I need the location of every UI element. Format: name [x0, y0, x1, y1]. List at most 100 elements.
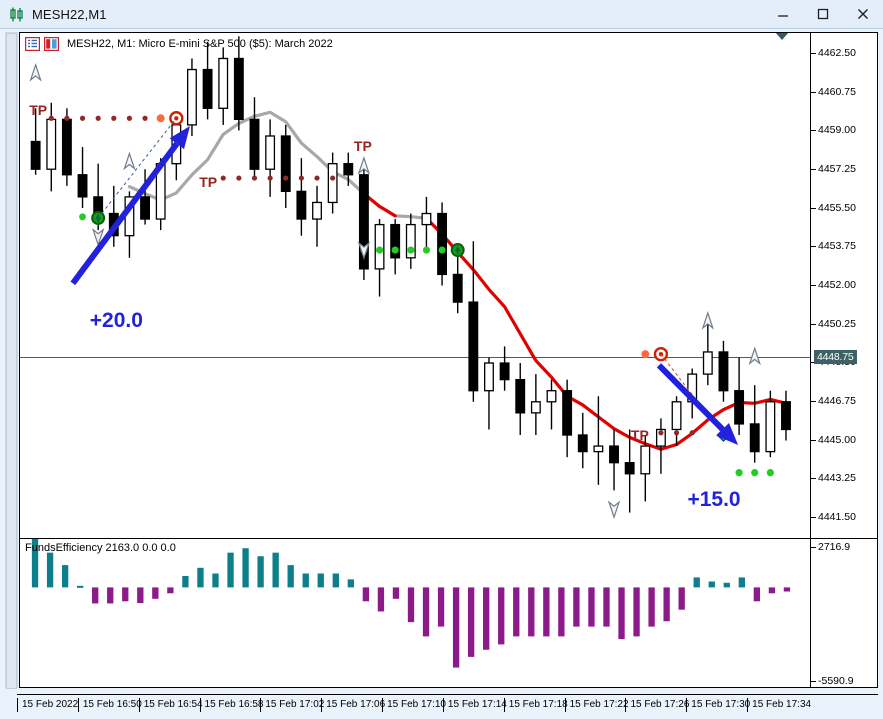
histogram-bar [648, 587, 654, 626]
minimize-button[interactable] [763, 0, 803, 28]
cursor-arrow-icon [124, 153, 134, 168]
histogram-bar [288, 565, 294, 587]
price-tick: 4445.00 [811, 434, 856, 446]
tp-level-dot [221, 175, 226, 180]
price-axis[interactable]: 4462.504460.754459.004457.254455.504453.… [810, 33, 877, 538]
time-tick: 15 Feb 17:26 [625, 698, 689, 712]
indicator-tick: 2716.9 [811, 541, 850, 553]
close-button[interactable] [843, 0, 883, 28]
histogram-bar [77, 586, 83, 588]
histogram-bar [303, 574, 309, 588]
trade-entry-marker[interactable] [452, 244, 464, 256]
candlestick [78, 147, 87, 208]
histogram-bar [47, 553, 53, 588]
candlestick [297, 158, 306, 236]
current-price-label: 4448.75 [814, 350, 857, 364]
histogram-bar [378, 587, 384, 611]
histogram-bar [257, 556, 263, 587]
price-tick: 4460.75 [811, 86, 856, 98]
histogram-bar [227, 553, 233, 588]
time-tick: 15 Feb 16:54 [139, 698, 203, 712]
tp-level-dot [330, 175, 335, 180]
indicator-axis: 2716.9 -5590.9 [810, 539, 877, 687]
candlestick [266, 119, 275, 197]
histogram-bar [318, 574, 324, 588]
price-plot[interactable]: TPTPTPTP+20.0+15.0 [20, 33, 811, 538]
histogram-bar [468, 587, 474, 656]
tp-label: TP [354, 138, 372, 154]
sl-level-dot [376, 246, 383, 253]
histogram-bar [483, 587, 489, 649]
time-tick: 15 Feb 2022 [17, 698, 78, 712]
histogram-bar [62, 565, 68, 587]
tp-label: TP [631, 427, 649, 443]
sl-level-dot [407, 246, 414, 253]
time-tick: 15 Feb 17:02 [260, 698, 324, 712]
candlestick [235, 36, 244, 130]
histogram-bar [784, 587, 790, 591]
histogram-bar [558, 587, 564, 636]
maximize-button[interactable] [803, 0, 843, 28]
price-tick: 4457.25 [811, 163, 856, 175]
histogram-bar [423, 587, 429, 636]
tp-label: TP [199, 174, 217, 190]
indicator-plot[interactable] [20, 539, 811, 687]
price-tick: 4462.50 [811, 47, 856, 59]
trade-exit-marker[interactable] [655, 348, 667, 360]
time-axis: 15 Feb 202215 Feb 16:5015 Feb 16:5415 Fe… [17, 694, 878, 717]
cursor-arrow-icon [750, 348, 760, 363]
histogram-bar [453, 587, 459, 667]
cursor-arrow-icon [609, 502, 619, 517]
vertical-scrollbar[interactable] [5, 32, 18, 688]
candlestick [250, 97, 259, 180]
candlestick [109, 186, 118, 247]
histogram-bar [363, 587, 369, 601]
tp-level-dot [80, 116, 85, 121]
histogram-bar [769, 587, 775, 593]
time-tick: 15 Feb 16:58 [200, 698, 264, 712]
tp-level-dot [299, 175, 304, 180]
candlestick [375, 219, 384, 297]
time-tick: 15 Feb 17:10 [382, 698, 446, 712]
histogram-bar [122, 587, 128, 601]
price-tick: 4455.50 [811, 202, 856, 214]
trade-profit-label: +20.0 [90, 309, 143, 333]
indicator-pane[interactable]: FundsEfficiency 2163.0 0.0 0.0 2716.9-55… [20, 539, 877, 687]
histogram-bar [528, 587, 534, 636]
histogram-bar [333, 574, 339, 588]
tp-level-dot [236, 175, 241, 180]
candlestick [594, 396, 603, 485]
candlestick [313, 186, 322, 247]
price-tick: 4453.75 [811, 240, 856, 252]
candlestick [735, 357, 744, 435]
price-pane[interactable]: MESH22, M1: Micro E-mini S&P 500 ($5): M… [20, 33, 877, 539]
histogram-bar [393, 587, 399, 598]
sl-level-dot [438, 246, 445, 253]
chart-panes: MESH22, M1: Micro E-mini S&P 500 ($5): M… [19, 32, 878, 688]
time-tick: 15 Feb 16:50 [78, 698, 142, 712]
histogram-bar [438, 587, 444, 626]
histogram-bar [513, 587, 519, 636]
histogram-bar [709, 582, 715, 588]
histogram-bar [663, 587, 669, 621]
histogram-bar [272, 553, 278, 588]
indicator-tick: -5590.9 [811, 675, 854, 687]
sl-level-dot [751, 469, 758, 476]
sl-level-dot [736, 469, 743, 476]
tp-level-dot [96, 116, 101, 121]
title-bar: MESH22,M1 [0, 0, 883, 29]
tp-level-dot [268, 175, 273, 180]
price-plot-svg [20, 33, 811, 538]
candlestick [203, 42, 212, 120]
trade-profit-label: +15.0 [687, 488, 740, 512]
histogram-bar [543, 587, 549, 636]
candlestick [219, 47, 228, 125]
histogram-bar [603, 587, 609, 626]
chart-area: MESH22, M1: Micro E-mini S&P 500 ($5): M… [5, 32, 878, 688]
histogram-bar [137, 587, 143, 603]
sl-level-dot [423, 246, 430, 253]
candlestick [485, 357, 494, 429]
tp-level-dot [674, 430, 679, 435]
candlestick [657, 418, 666, 473]
scrollbar-thumb[interactable] [6, 33, 17, 689]
